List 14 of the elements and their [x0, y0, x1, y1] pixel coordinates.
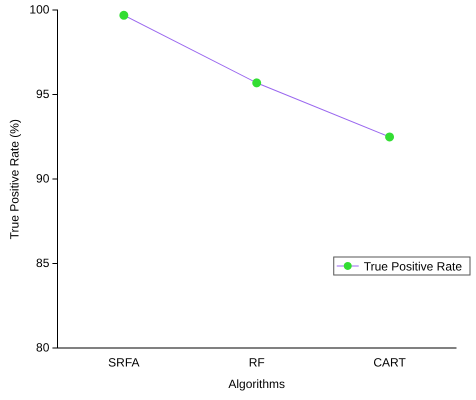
x-axis-title: Algorithms [228, 377, 286, 392]
x-tick-label: RF [248, 356, 265, 370]
point [252, 78, 262, 88]
y-axis-title: True Positive Rate (%) [8, 119, 22, 240]
y-tick-label: 85 [36, 256, 50, 270]
y-tick-label: 90 [36, 172, 50, 186]
y-tick-label: 100 [29, 2, 50, 17]
x-tick-label: CART [373, 356, 406, 370]
point [385, 132, 394, 142]
legend-label: True Positive Rate [364, 259, 462, 274]
x-tick-label: SRFA [108, 356, 140, 370]
y-tick-label: 80 [36, 340, 50, 355]
point [119, 10, 128, 20]
y-tick-label: 95 [36, 87, 50, 102]
